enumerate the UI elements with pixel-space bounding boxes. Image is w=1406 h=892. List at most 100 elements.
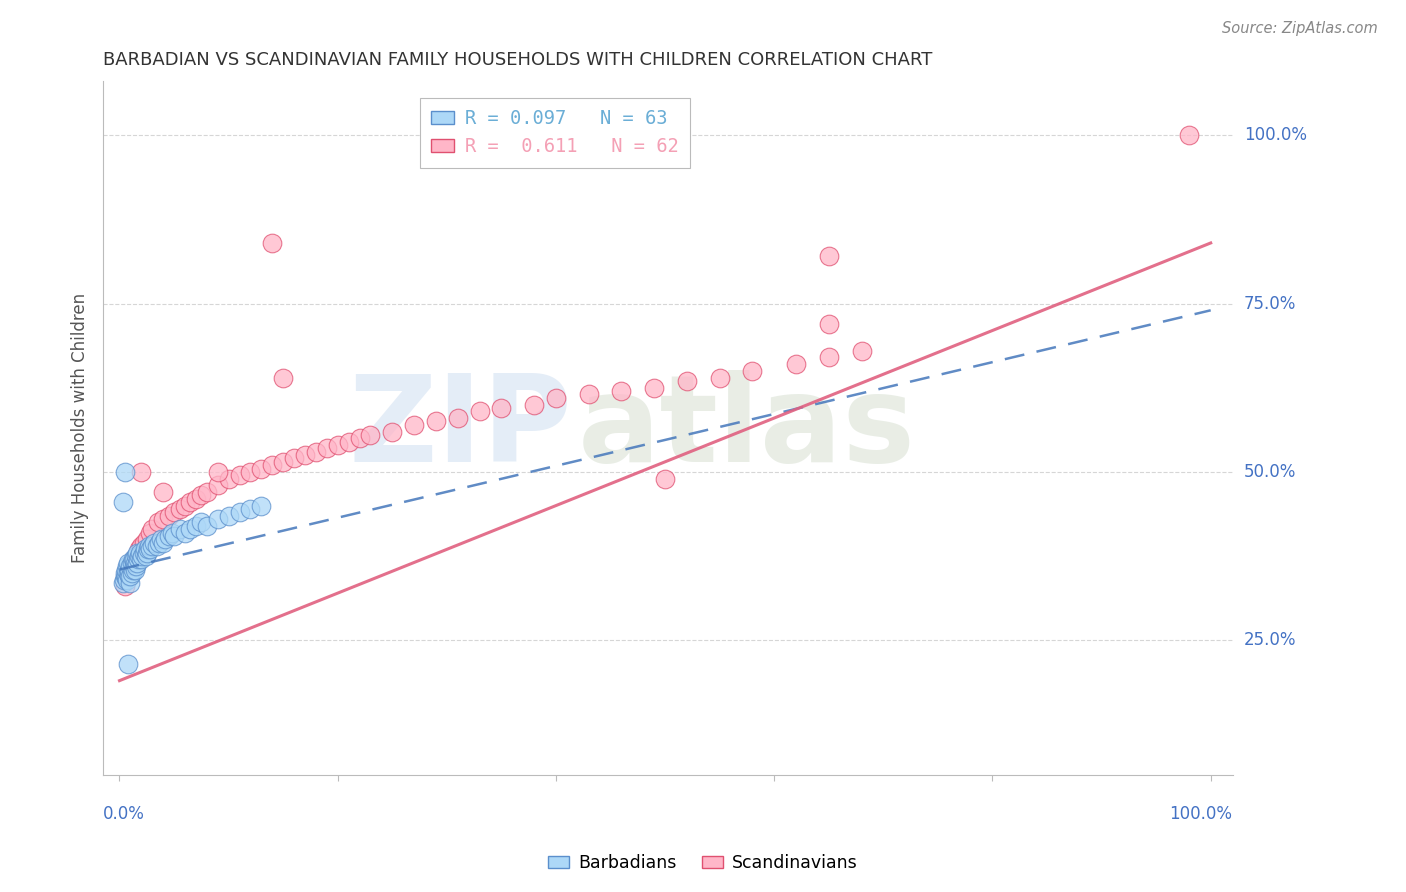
- Point: [262, 458, 284, 472]
- Text: 100.0%: 100.0%: [1244, 126, 1306, 145]
- Point: [195, 518, 218, 533]
- Point: [115, 569, 138, 583]
- Point: [135, 546, 157, 560]
- Point: [709, 370, 731, 384]
- Point: [643, 381, 665, 395]
- Point: [578, 387, 600, 401]
- Point: [190, 488, 212, 502]
- Point: [115, 559, 138, 574]
- Point: [169, 502, 191, 516]
- Point: [817, 249, 839, 263]
- Point: [207, 512, 229, 526]
- Point: [218, 472, 240, 486]
- Point: [125, 549, 148, 563]
- Point: [111, 495, 134, 509]
- Point: [139, 542, 162, 557]
- Point: [741, 364, 763, 378]
- Point: [131, 539, 153, 553]
- Point: [179, 522, 201, 536]
- Text: 100.0%: 100.0%: [1170, 805, 1233, 823]
- Point: [118, 563, 141, 577]
- Point: [218, 508, 240, 523]
- Point: [125, 546, 148, 560]
- Point: [134, 542, 156, 557]
- Point: [184, 518, 207, 533]
- Text: Source: ZipAtlas.com: Source: ZipAtlas.com: [1222, 21, 1378, 37]
- Point: [114, 566, 136, 580]
- Point: [174, 499, 197, 513]
- Point: [121, 556, 143, 570]
- Point: [381, 425, 404, 439]
- Point: [294, 448, 316, 462]
- Point: [120, 569, 142, 583]
- Point: [115, 573, 138, 587]
- Point: [152, 512, 174, 526]
- Point: [305, 444, 328, 458]
- Point: [136, 542, 159, 557]
- Point: [122, 559, 145, 574]
- Point: [132, 546, 155, 560]
- Text: 25.0%: 25.0%: [1244, 632, 1296, 649]
- Point: [468, 404, 491, 418]
- Y-axis label: Family Households with Children: Family Households with Children: [72, 293, 89, 563]
- Point: [283, 451, 305, 466]
- Point: [131, 549, 153, 563]
- Point: [271, 455, 294, 469]
- Point: [195, 485, 218, 500]
- Point: [128, 542, 150, 557]
- Point: [239, 502, 262, 516]
- Text: 0.0%: 0.0%: [103, 805, 145, 823]
- Point: [160, 525, 183, 540]
- Point: [654, 472, 676, 486]
- Point: [785, 357, 807, 371]
- Point: [207, 478, 229, 492]
- Point: [117, 566, 139, 580]
- Text: ZIP: ZIP: [349, 369, 572, 487]
- Point: [125, 559, 148, 574]
- Point: [125, 556, 148, 570]
- Point: [120, 563, 142, 577]
- Point: [139, 525, 162, 540]
- Point: [152, 485, 174, 500]
- Text: atlas: atlas: [578, 369, 915, 487]
- Point: [131, 465, 153, 479]
- Text: BARBADIAN VS SCANDINAVIAN FAMILY HOUSEHOLDS WITH CHILDREN CORRELATION CHART: BARBADIAN VS SCANDINAVIAN FAMILY HOUSEHO…: [103, 51, 932, 69]
- Point: [157, 508, 180, 523]
- Point: [120, 576, 142, 591]
- Point: [146, 516, 169, 530]
- Point: [851, 343, 873, 358]
- Point: [544, 391, 567, 405]
- Point: [148, 535, 170, 549]
- Point: [179, 495, 201, 509]
- Point: [112, 573, 135, 587]
- Point: [676, 374, 699, 388]
- Point: [114, 465, 136, 479]
- Text: 50.0%: 50.0%: [1244, 463, 1296, 481]
- Point: [262, 235, 284, 250]
- Point: [141, 522, 163, 536]
- Point: [169, 522, 191, 536]
- Point: [143, 535, 166, 549]
- Point: [117, 657, 139, 671]
- Point: [174, 525, 197, 540]
- Point: [129, 546, 152, 560]
- Point: [114, 579, 136, 593]
- Point: [425, 414, 447, 428]
- Point: [121, 566, 143, 580]
- Point: [118, 569, 141, 583]
- Point: [121, 552, 143, 566]
- Point: [155, 533, 177, 547]
- Point: [121, 559, 143, 574]
- Point: [404, 417, 426, 432]
- Point: [125, 549, 148, 563]
- Point: [132, 535, 155, 549]
- Point: [157, 529, 180, 543]
- Point: [447, 411, 470, 425]
- Point: [135, 549, 157, 563]
- Point: [250, 499, 273, 513]
- Point: [117, 556, 139, 570]
- Point: [610, 384, 633, 398]
- Point: [114, 569, 136, 583]
- Point: [271, 370, 294, 384]
- Point: [1178, 128, 1201, 143]
